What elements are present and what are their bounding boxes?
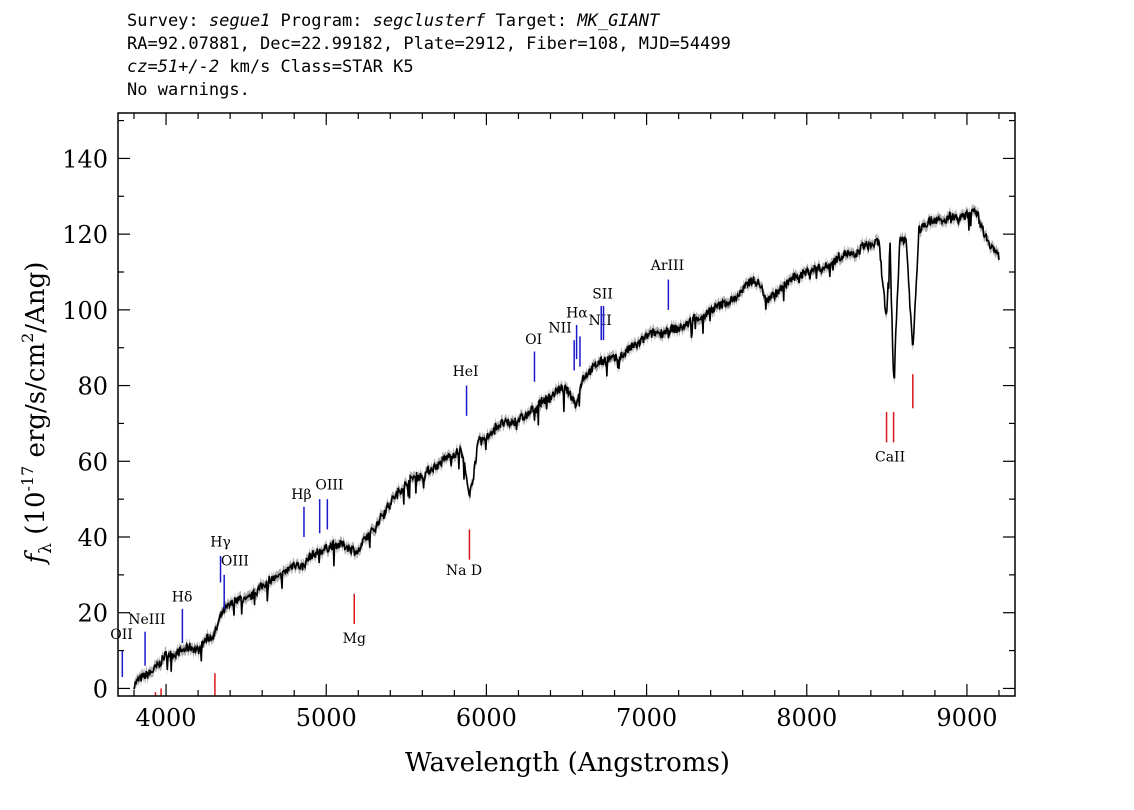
class-text: km/s Class=STAR K5 [219, 57, 414, 77]
emission-label-hei: HeI [453, 364, 479, 380]
target-value: MK_GIANT [577, 11, 660, 31]
y-tick-label: 60 [77, 448, 108, 476]
y-tick-label: 40 [77, 524, 108, 552]
emission-label-sii: SII [592, 287, 613, 303]
absorption-label-caii: CaII [875, 449, 905, 465]
y-tick-label: 120 [62, 221, 108, 249]
y-axis-title-part: -17 [18, 466, 37, 492]
x-tick-label: 8000 [776, 704, 837, 732]
y-axis-title: fλ (10-17 erg/s/cm2/Ang) [18, 262, 56, 566]
header-line-warnings: No warnings. [127, 80, 250, 100]
program-label: Program: [270, 11, 373, 31]
redshift-value: cz=51+/-2 [127, 57, 220, 77]
absorption-label-na-d: Na D [446, 563, 482, 579]
y-tick-label: 0 [93, 675, 108, 703]
x-tick-label: 4000 [136, 704, 197, 732]
emission-label-hγ: Hγ [210, 534, 231, 550]
emission-label-hβ: Hβ [291, 487, 311, 503]
absorption-label-mg: Mg [343, 631, 366, 647]
header-line-survey: Survey: segue1 Program: segclusterf Targ… [127, 10, 731, 33]
emission-label-oiii: OIII [315, 478, 343, 494]
emission-label-neiii: NeIII [128, 612, 165, 628]
survey-value: segue1 [208, 11, 271, 31]
emission-label-oi: OI [525, 332, 542, 348]
y-tick-label: 80 [77, 373, 108, 401]
y-tick-label: 100 [62, 297, 108, 325]
y-tick-label: 20 [77, 600, 108, 628]
axes: 4000 5000 6000 7000 8000 9000 0 20 40 60 80 100 120 1… [62, 113, 1015, 732]
header-line-coordinates: RA=92.07881, Dec=22.99182, Plate=2912, F… [127, 34, 731, 54]
x-tick-label: 7000 [616, 704, 677, 732]
emission-label-oiii: OIII [221, 553, 249, 569]
target-label: Target: [485, 11, 578, 31]
y-axis-title-part: 2 [18, 333, 37, 343]
plot-frame [117, 112, 1016, 697]
emission-label-hα: Hα [566, 305, 588, 321]
x-tick-label: 9000 [936, 704, 997, 732]
flux-error-band [134, 203, 999, 695]
x-tick-label: 5000 [296, 704, 357, 732]
program-value: segclusterf [372, 11, 486, 31]
x-tick-label: 6000 [456, 704, 517, 732]
emission-label-oii: OII [110, 627, 133, 643]
header-line-redshift: cz=51+/-2 km/s Class=STAR K5 [127, 56, 731, 79]
flux-line [133, 206, 1000, 690]
y-tick-label: 140 [62, 145, 108, 173]
y-axis-title-part: /Ang) [21, 262, 51, 333]
emission-label-nii: NII [548, 321, 571, 337]
y-axis-title-part: (10 [21, 491, 51, 543]
y-axis-title-part: λ [36, 543, 56, 554]
survey-label: Survey: [127, 11, 209, 31]
emission-label-hδ: Hδ [172, 589, 193, 605]
emission-label-nii: NII [588, 313, 611, 329]
y-axis-title-part: erg/s/cm [21, 343, 51, 466]
emission-label-ariii: ArIII [650, 258, 684, 274]
plot-header: Survey: segue1 Program: segclusterf Targ… [127, 10, 731, 102]
x-axis-title: Wavelength (Angstroms) [405, 748, 730, 778]
